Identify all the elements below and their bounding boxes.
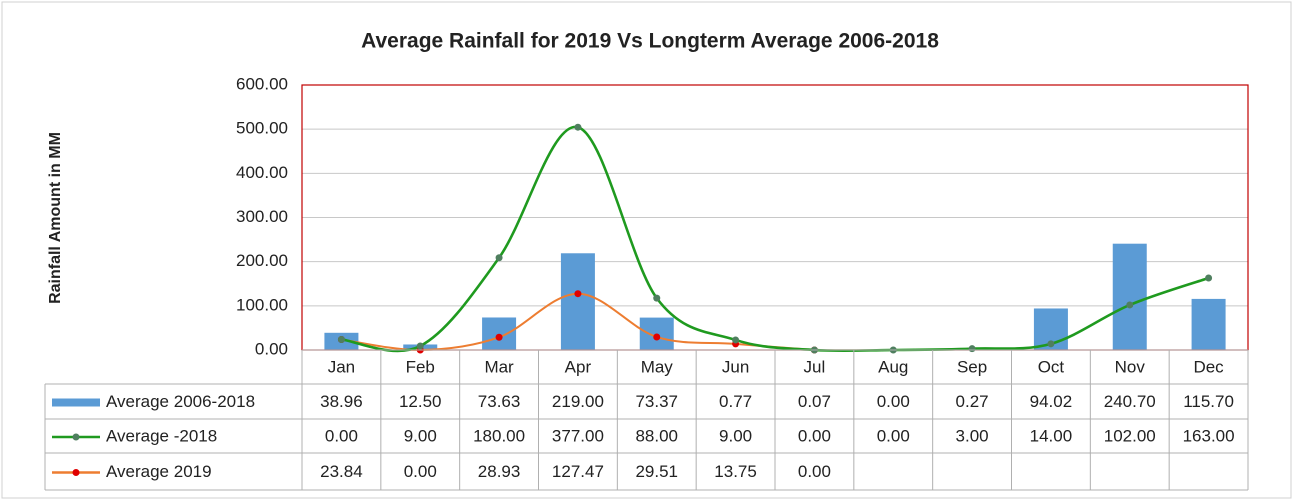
- x-tick-label: Apr: [565, 357, 592, 376]
- table-value: 12.50: [399, 392, 442, 411]
- table-value: 0.00: [404, 462, 437, 481]
- table-value: 115.70: [1183, 392, 1234, 411]
- table-value: 127.47: [552, 462, 604, 481]
- chart-title: Average Rainfall for 2019 Vs Longterm Av…: [361, 30, 939, 53]
- legend-swatch: [52, 398, 100, 407]
- line-marker: [653, 333, 661, 341]
- table-value: 240.70: [1104, 392, 1156, 411]
- table-value: 0.00: [798, 462, 831, 481]
- x-tick-label: Jun: [722, 357, 749, 376]
- line-marker: [574, 290, 582, 298]
- table-value: 219.00: [552, 392, 604, 411]
- line-marker: [416, 342, 424, 350]
- x-tick-label: Dec: [1193, 357, 1224, 376]
- x-tick-label: Jan: [328, 357, 355, 376]
- line-marker: [1126, 301, 1134, 309]
- line-marker: [1205, 274, 1213, 282]
- x-tick-label: Aug: [878, 357, 908, 376]
- table-value: 13.75: [714, 462, 757, 481]
- x-tick-label: Nov: [1115, 357, 1146, 376]
- table-value: 180.00: [473, 426, 525, 445]
- table-value: 14.00: [1030, 426, 1073, 445]
- table-value: 377.00: [552, 426, 604, 445]
- x-tick-label: Feb: [406, 357, 435, 376]
- x-tick-label: May: [641, 357, 674, 376]
- legend-label: Average -2018: [106, 426, 217, 445]
- y-tick-label: 100.00: [236, 295, 288, 314]
- y-tick-label: 600.00: [236, 74, 288, 93]
- table-value: 73.63: [478, 392, 521, 411]
- y-tick-label: 300.00: [236, 207, 288, 226]
- y-tick-label: 400.00: [236, 163, 288, 182]
- line-marker: [495, 333, 503, 341]
- table-value: 28.93: [478, 462, 521, 481]
- x-tick-label: Jul: [804, 357, 826, 376]
- x-tick-label: Sep: [957, 357, 987, 376]
- bar: [1112, 243, 1147, 350]
- legend-marker: [72, 469, 80, 476]
- table-value: 23.84: [320, 462, 363, 481]
- table-value: 9.00: [404, 426, 437, 445]
- legend-label: Average 2006-2018: [106, 392, 255, 411]
- line-marker: [732, 336, 740, 344]
- legend-marker: [72, 433, 80, 441]
- table-value: 73.37: [635, 392, 678, 411]
- table-value: 0.00: [798, 426, 831, 445]
- legend-label: Average 2019: [106, 462, 212, 481]
- table-value: 29.51: [635, 462, 678, 481]
- line-marker: [968, 345, 976, 353]
- table-value: 0.00: [877, 392, 910, 411]
- line-marker: [653, 294, 661, 302]
- x-tick-label: Oct: [1038, 357, 1065, 376]
- table-value: 3.00: [956, 426, 989, 445]
- line-marker: [574, 123, 582, 131]
- bar: [560, 253, 595, 350]
- table-value: 102.00: [1104, 426, 1156, 445]
- table-value: 94.02: [1030, 392, 1073, 411]
- y-axis-label: Rainfall Amount in MM: [47, 132, 64, 304]
- table-value: 0.77: [719, 392, 752, 411]
- table-value: 0.00: [877, 426, 910, 445]
- table-value: 38.96: [320, 392, 363, 411]
- y-tick-label: 500.00: [236, 119, 288, 138]
- x-tick-label: Mar: [484, 357, 514, 376]
- line-marker: [1047, 340, 1055, 348]
- y-tick-label: 200.00: [236, 251, 288, 270]
- table-value: 0.27: [956, 392, 989, 411]
- line-marker: [337, 335, 345, 343]
- y-tick-label: 0.00: [255, 339, 288, 358]
- bar: [1191, 298, 1226, 350]
- table-value: 163.00: [1183, 426, 1235, 445]
- line-marker: [495, 254, 503, 262]
- table-value: 88.00: [635, 426, 678, 445]
- table-value: 0.07: [798, 392, 831, 411]
- table-value: 0.00: [325, 426, 358, 445]
- table-value: 9.00: [719, 426, 752, 445]
